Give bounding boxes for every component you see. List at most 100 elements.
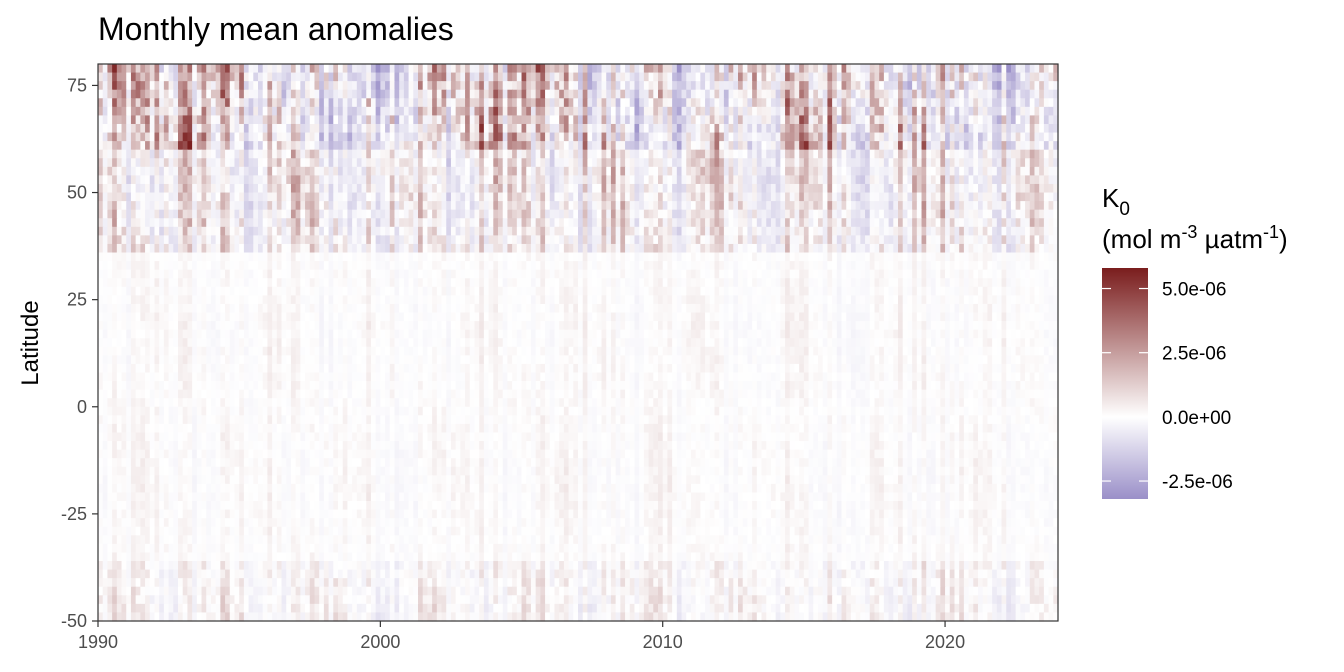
- heatmap-cell: [653, 226, 659, 236]
- heatmap-cell: [780, 235, 786, 245]
- heatmap-cell: [248, 166, 254, 176]
- heatmap-cell: [836, 106, 843, 117]
- heatmap-cell: [253, 72, 259, 82]
- heatmap-cell: [516, 89, 523, 99]
- heatmap-cell: [1053, 81, 1059, 91]
- heatmap-cell: [625, 115, 631, 125]
- heatmap-cell: [596, 192, 603, 202]
- heatmap-cell: [728, 252, 734, 262]
- heatmap-cell: [530, 261, 537, 271]
- heatmap-cell: [1015, 98, 1021, 108]
- heatmap-cell: [276, 141, 283, 151]
- heatmap-cell: [323, 261, 330, 271]
- heatmap-cell: [672, 261, 678, 271]
- heatmap-cell: [130, 149, 137, 159]
- heatmap-cell: [968, 218, 974, 228]
- heatmap-cell: [526, 261, 532, 271]
- heatmap-cell: [248, 72, 254, 82]
- heatmap-cell: [780, 226, 786, 236]
- heatmap-cell: [1043, 132, 1050, 142]
- heatmap-cell: [1020, 218, 1026, 228]
- heatmap-cell: [634, 252, 640, 262]
- heatmap-cell: [276, 175, 283, 185]
- heatmap-cell: [380, 192, 386, 202]
- heatmap-cell: [455, 209, 461, 219]
- heatmap-cell: [441, 98, 447, 108]
- heatmap-cell: [855, 209, 861, 219]
- heatmap-cell: [1010, 183, 1017, 194]
- heatmap-cell: [1001, 183, 1007, 194]
- heatmap-cell: [178, 149, 184, 159]
- heatmap-cell: [1001, 201, 1007, 211]
- heatmap-cell: [314, 64, 320, 74]
- heatmap-cell: [578, 158, 584, 168]
- heatmap-cell: [573, 201, 579, 211]
- heatmap-cell: [140, 218, 146, 228]
- heatmap-cell: [403, 149, 410, 159]
- heatmap-cell: [502, 269, 509, 279]
- heatmap-cell: [1006, 209, 1012, 219]
- heatmap-cell: [526, 243, 532, 254]
- heatmap-cell: [192, 158, 198, 168]
- heatmap-cell: [1020, 192, 1026, 202]
- heatmap-cell: [526, 81, 532, 91]
- heatmap-cell: [253, 98, 259, 108]
- heatmap-cell: [1015, 158, 1021, 168]
- heatmap-cell: [220, 261, 226, 271]
- heatmap-cell: [756, 115, 763, 125]
- heatmap-cell: [356, 261, 363, 271]
- heatmap-cell: [479, 252, 485, 262]
- heatmap-cell: [102, 192, 109, 202]
- heatmap-cell: [992, 261, 998, 271]
- heatmap-cell: [450, 132, 457, 142]
- heatmap-cell: [375, 209, 381, 219]
- heatmap-cell: [902, 132, 909, 142]
- heatmap-cell: [954, 209, 960, 219]
- heatmap-cell: [822, 64, 829, 74]
- heatmap-cell: [733, 132, 739, 142]
- heatmap-cell: [629, 243, 636, 254]
- heatmap-cell: [836, 123, 843, 134]
- heatmap-cell: [267, 269, 273, 279]
- heatmap-cell: [540, 226, 546, 236]
- heatmap-cell: [959, 175, 965, 185]
- heatmap-cell: [959, 235, 965, 245]
- heatmap-cell: [662, 141, 669, 151]
- heatmap-cell: [827, 192, 833, 202]
- heatmap-cell: [521, 209, 527, 219]
- heatmap-cell: [996, 149, 1003, 159]
- heatmap-cell: [563, 218, 570, 228]
- heatmap-cell: [799, 98, 805, 108]
- heatmap-cell: [286, 149, 292, 159]
- heatmap-cell: [163, 252, 170, 262]
- heatmap-cell: [625, 183, 631, 194]
- heatmap-cell: [502, 123, 509, 134]
- heatmap-cell: [827, 64, 833, 74]
- heatmap-cell: [516, 192, 523, 202]
- heatmap-cell: [356, 175, 363, 185]
- heatmap-cell: [639, 115, 645, 125]
- heatmap-cell: [295, 166, 301, 176]
- heatmap-cell: [916, 98, 923, 108]
- heatmap-cell: [761, 81, 767, 91]
- heatmap-cell: [982, 218, 989, 228]
- heatmap-cell: [836, 98, 843, 108]
- heatmap-cell: [803, 175, 810, 185]
- heatmap-cell: [803, 64, 810, 74]
- heatmap-cell: [836, 149, 843, 159]
- heatmap-cell: [559, 149, 565, 159]
- heatmap-cell: [888, 64, 894, 74]
- heatmap-cell: [752, 123, 758, 134]
- heatmap-cell: [135, 252, 141, 262]
- heatmap-cell: [178, 183, 184, 194]
- heatmap-cell: [347, 89, 353, 99]
- heatmap-cell: [954, 98, 960, 108]
- heatmap-cell: [192, 98, 198, 108]
- heatmap-cell: [1053, 192, 1059, 202]
- heatmap-cell: [178, 261, 184, 271]
- heatmap-cell: [347, 175, 353, 185]
- heatmap-cell: [427, 81, 433, 91]
- heatmap-cell: [488, 209, 494, 219]
- heatmap-cell: [582, 218, 589, 228]
- heatmap-cell: [667, 218, 673, 228]
